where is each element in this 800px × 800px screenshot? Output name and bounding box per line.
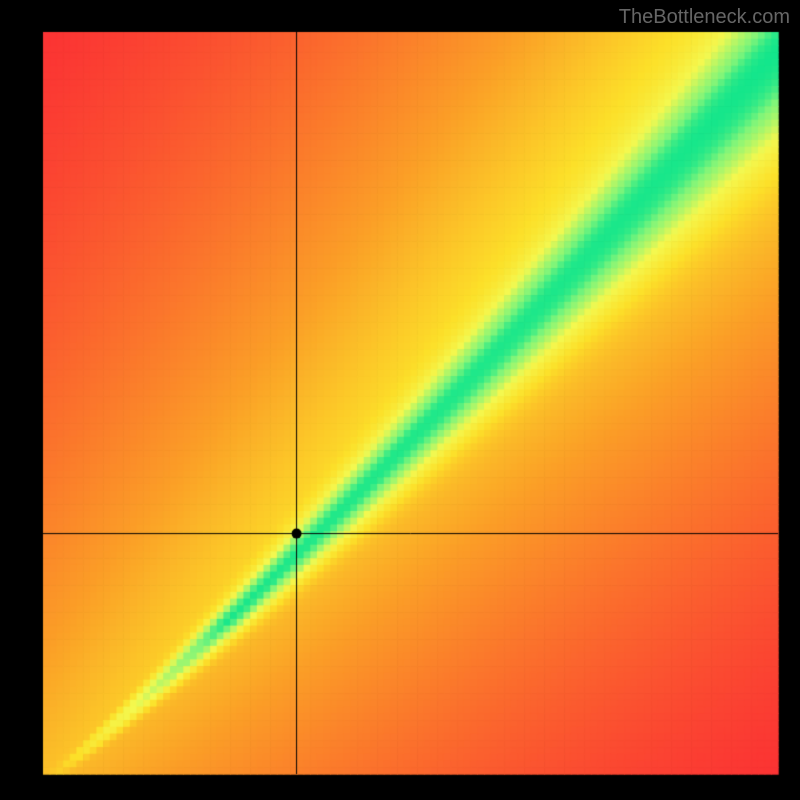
chart-container: TheBottleneck.com [0,0,800,800]
heatmap-canvas [0,0,800,800]
watermark-text: TheBottleneck.com [619,6,790,29]
